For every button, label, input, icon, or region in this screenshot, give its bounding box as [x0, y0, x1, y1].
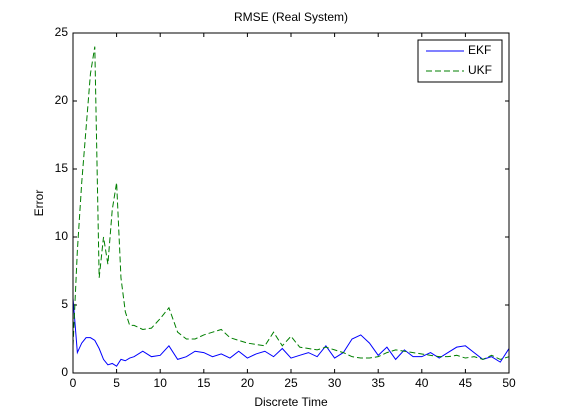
- legend-label: UKF: [468, 63, 492, 77]
- chart-title: RMSE (Real System): [234, 10, 348, 24]
- y-axis-label: Error: [32, 190, 46, 217]
- series-line: [72, 46, 510, 360]
- x-tick-label: 25: [284, 376, 298, 390]
- legend-box: [417, 39, 503, 83]
- y-tick-label: 25: [55, 25, 69, 39]
- legend-label: EKF: [468, 43, 491, 57]
- y-tick-label: 0: [61, 365, 68, 379]
- series-line: [72, 298, 510, 367]
- plot-area: [73, 33, 509, 373]
- y-tick-label: 15: [55, 161, 69, 175]
- y-tick-label: 20: [55, 93, 69, 107]
- y-tick-label: 5: [61, 297, 68, 311]
- axes-box: [72, 32, 510, 374]
- x-tick-label: 35: [372, 376, 386, 390]
- x-tick-label: 0: [70, 376, 77, 390]
- x-tick-label: 45: [459, 376, 473, 390]
- x-tick-label: 30: [328, 376, 342, 390]
- x-tick-label: 10: [154, 376, 168, 390]
- x-tick-label: 15: [197, 376, 211, 390]
- x-tick-label: 40: [415, 376, 429, 390]
- x-tick-label: 20: [241, 376, 255, 390]
- y-tick-label: 10: [55, 229, 69, 243]
- x-tick-label: 5: [113, 376, 120, 390]
- x-tick-label: 50: [502, 376, 516, 390]
- x-axis-label: Discrete Time: [254, 395, 328, 409]
